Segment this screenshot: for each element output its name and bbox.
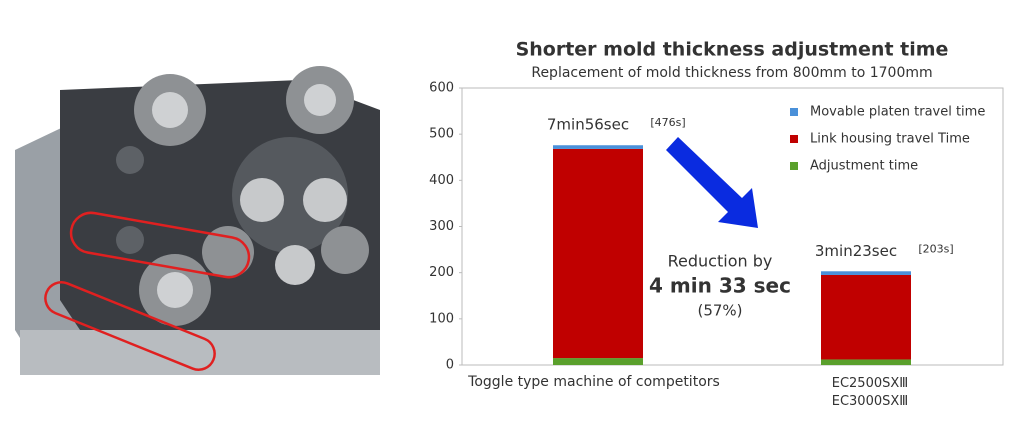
- reduction-percent: (57%): [697, 302, 742, 320]
- total-seconds: [203s]: [918, 242, 953, 255]
- x-tick-label: Toggle type machine of competitors: [467, 374, 720, 390]
- y-tick-label: 100: [429, 311, 454, 326]
- y-tick-label: 600: [429, 81, 454, 96]
- bar-segment: [821, 271, 911, 275]
- legend-label: Link housing travel Time: [810, 132, 970, 147]
- reduction-amount: 4 min 33 sec: [649, 274, 791, 298]
- bar-segment: [553, 358, 643, 365]
- machine-photo: [10, 60, 380, 380]
- legend-swatch: [790, 135, 798, 143]
- legend-label: Movable platen travel time: [810, 105, 985, 120]
- x-tick-label: EC2500SXⅢ EC3000SXⅢ: [831, 376, 909, 409]
- bar-segment: [553, 145, 643, 149]
- plot-frame: [461, 87, 1004, 366]
- chart-title: Shorter mold thickness adjustment time: [516, 39, 949, 61]
- bar-segment: [553, 148, 643, 359]
- bar-segment: [821, 359, 911, 365]
- y-tick-label: 300: [429, 219, 454, 234]
- bar-segment: [821, 274, 911, 360]
- total-label: 3min23sec: [815, 242, 897, 260]
- legend-swatch: [790, 108, 798, 116]
- y-tick-label: 500: [429, 127, 454, 142]
- total-seconds: [476s]: [650, 116, 685, 129]
- legend-swatch: [790, 162, 798, 170]
- reduction-label: Reduction by: [668, 252, 773, 271]
- reduction-arrow: [666, 137, 758, 228]
- legend-label: Adjustment time: [810, 159, 918, 174]
- chart-subtitle: Replacement of mold thickness from 800mm…: [531, 65, 932, 81]
- y-tick-label: 200: [429, 265, 454, 280]
- y-tick-label: 0: [446, 358, 454, 373]
- total-label: 7min56sec: [547, 116, 629, 134]
- y-tick-label: 400: [429, 173, 454, 188]
